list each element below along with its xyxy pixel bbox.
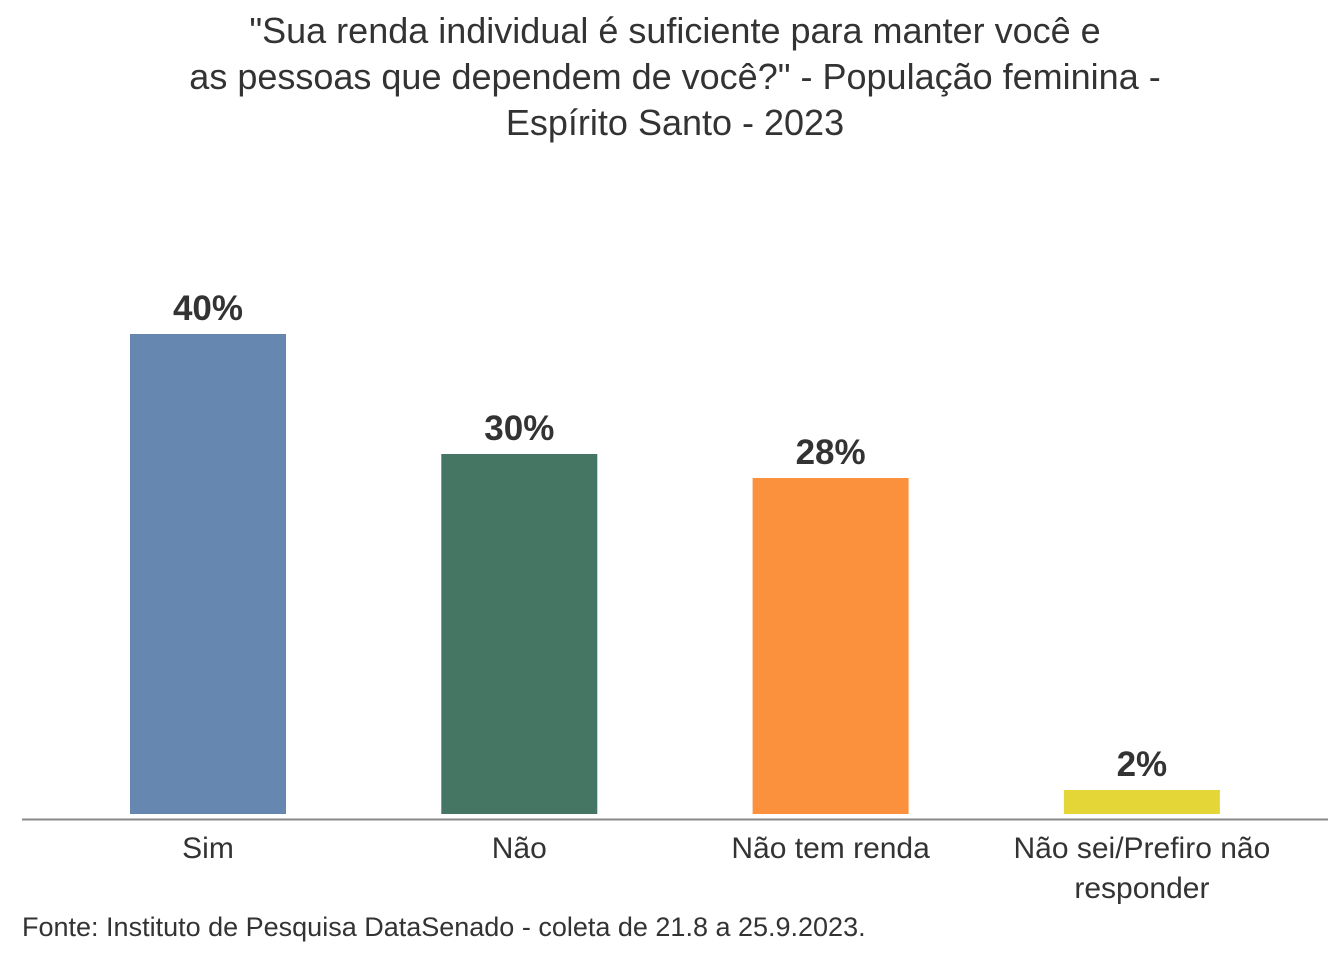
chart-title: "Sua renda individual é suficiente para … [0,8,1344,146]
x-tick-label: Não sei/Prefiro não [1013,832,1270,865]
bar [752,478,909,814]
source-footer: Fonte: Instituto de Pesquisa DataSenado … [22,912,866,942]
data-label: 30% [484,409,554,448]
bar [130,334,286,814]
data-label: 40% [173,289,243,328]
x-tick-label: responder [1074,872,1209,905]
x-tick-label: Sim [182,832,234,865]
bar [1063,790,1220,814]
data-label: 28% [796,433,866,472]
chart-title-line: as pessoas que dependem de você?" - Popu… [189,56,1161,97]
x-tick-label: Não [492,832,547,865]
chart-title-line: "Sua renda individual é suficiente para … [249,10,1101,51]
bar [441,454,598,814]
chart-title-line: Espírito Santo - 2023 [505,102,845,143]
data-label: 2% [1117,745,1168,784]
x-tick-label: Não tem renda [731,832,930,865]
